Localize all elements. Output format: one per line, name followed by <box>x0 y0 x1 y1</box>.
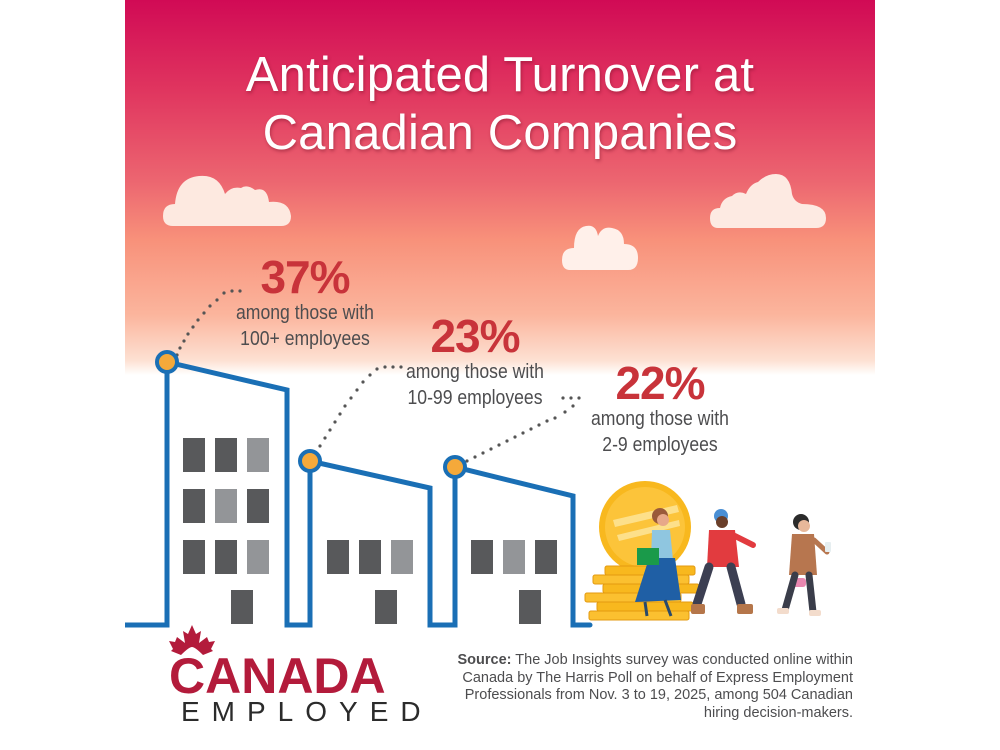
cloud-icon <box>163 175 291 226</box>
person-woman-green-bag-icon <box>635 508 681 617</box>
stat-label-line1: among those with <box>591 408 729 430</box>
source-text: The Job Insights survey was conducted on… <box>462 652 853 721</box>
stat-2-9: 22% among those with 2-9 employees <box>570 360 750 458</box>
building-outline <box>125 358 593 628</box>
stat-10-99: 23% among those with 10-99 employees <box>385 313 565 411</box>
windows-building-small <box>471 540 557 624</box>
stat-label-line1: among those with <box>406 361 544 383</box>
windows-building-medium <box>327 540 413 624</box>
marker-100plus <box>155 350 179 374</box>
marker-2-9 <box>443 455 467 479</box>
title-line-1: Anticipated Turnover at <box>245 48 755 102</box>
stat-label-line2: 2-9 employees <box>602 434 718 456</box>
stat-percent: 23% <box>430 310 520 362</box>
windows-building-large <box>183 438 269 624</box>
stat-100plus: 37% among those with 100+ employees <box>215 254 395 352</box>
cloud-icon <box>562 225 638 270</box>
marker-10-99 <box>298 449 322 473</box>
stat-percent: 22% <box>615 357 705 409</box>
stat-label-line2: 10-99 employees <box>407 387 543 409</box>
stat-percent: 37% <box>260 251 350 303</box>
person-man-red-sweater-icon <box>691 509 756 614</box>
stat-label-line1: among those with <box>236 302 374 324</box>
cloud-icon <box>710 174 826 228</box>
stat-label-line2: 100+ employees <box>240 328 370 350</box>
logo-word-canada: CANADA <box>169 648 386 704</box>
canada-employed-logo: CANADA EMPLOYED <box>169 625 439 727</box>
source-label: Source: <box>457 652 512 668</box>
page-title: Anticipated Turnover at Canadian Compani… <box>125 46 875 162</box>
buildings-illustration <box>125 289 831 628</box>
maple-leaf-icon <box>169 625 215 655</box>
person-woman-tan-coat-icon <box>777 514 831 616</box>
logo-word-employed: EMPLOYED <box>181 696 433 727</box>
infographic: Anticipated Turnover at Canadian Compani… <box>125 0 875 750</box>
source-note: Source: The Job Insights survey was cond… <box>433 652 853 722</box>
title-line-2: Canadian Companies <box>262 106 738 160</box>
